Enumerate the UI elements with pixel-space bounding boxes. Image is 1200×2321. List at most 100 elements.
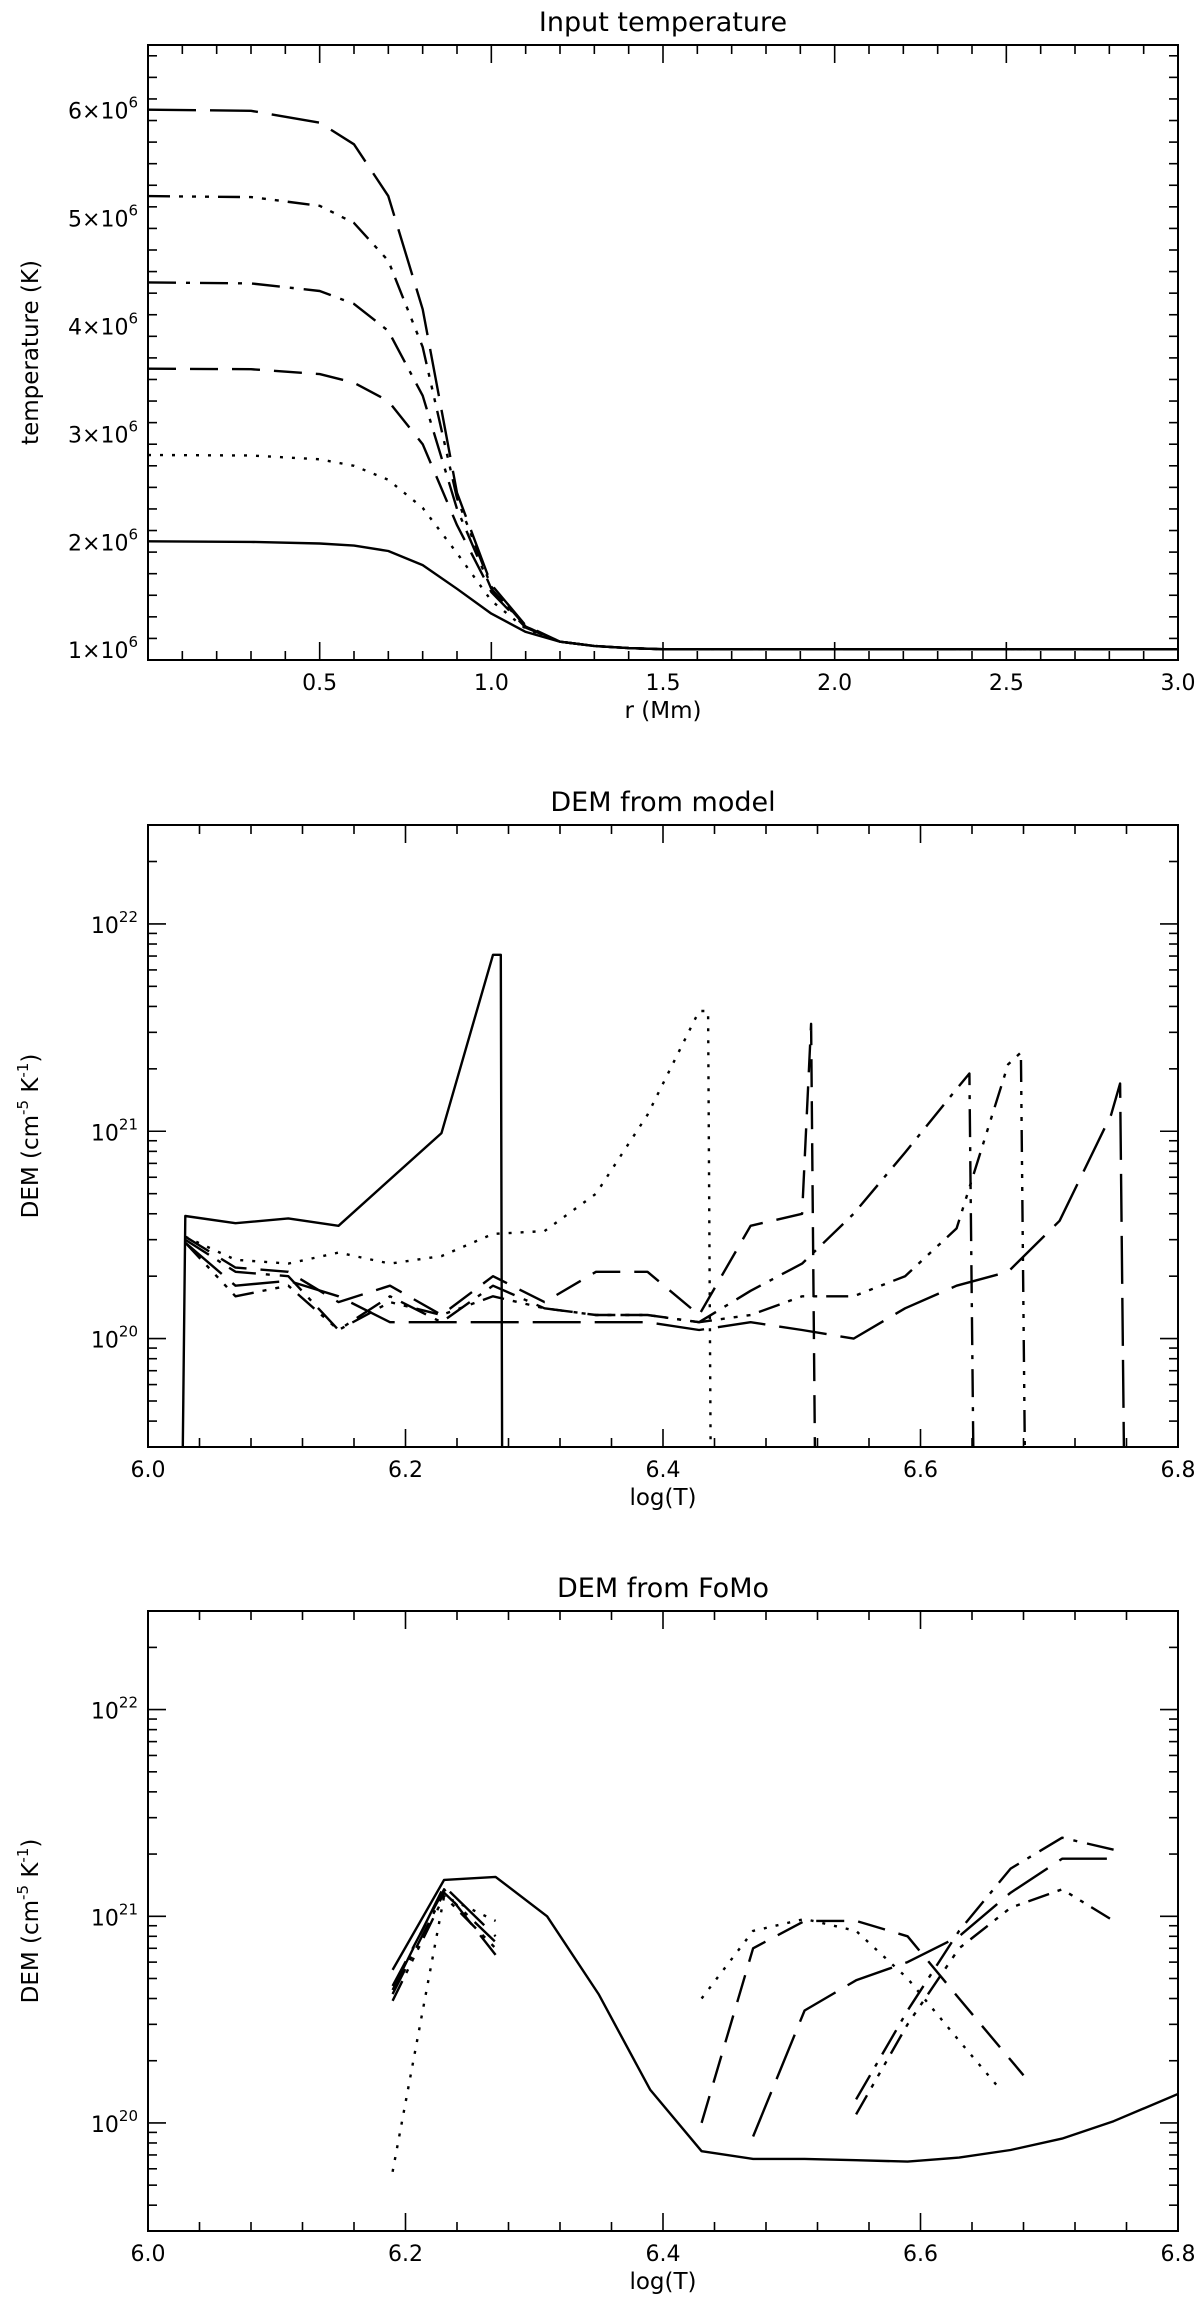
- y-tick-mantissa: 3×10: [68, 423, 128, 448]
- series-line-6: [391, 1884, 497, 1991]
- y-tick-exponent: 6: [128, 525, 138, 543]
- y-tick-mantissa: 10: [91, 2113, 119, 2138]
- x-tick-label: 6.8: [1161, 1458, 1196, 1483]
- series-line-1: [148, 540, 1178, 651]
- y-axis-label: DEM (cm-5 K-1): [14, 1054, 44, 1219]
- x-tick-label: 6.0: [131, 2242, 166, 2267]
- y-tick-label: 1022: [91, 1694, 138, 1725]
- y-tick-label: 2×106: [68, 525, 138, 556]
- series-line-5: [391, 1894, 497, 2002]
- y-tick-mantissa: 10: [91, 1700, 119, 1725]
- y-tick-mantissa: 5×10: [68, 208, 128, 233]
- series-line-5-segment-2: [855, 1888, 1115, 2115]
- y-tick-exponent: 6: [128, 633, 138, 651]
- series-line-3-segment-2: [700, 1919, 1025, 2124]
- series-line-6: [184, 1082, 1126, 1447]
- y-tick-exponent: 21: [119, 1115, 138, 1133]
- y-tick-mantissa: 10: [91, 1906, 119, 1931]
- y-tick-exponent: 22: [119, 908, 138, 926]
- y-axis-label: temperature (K): [18, 260, 44, 445]
- chart-title: DEM from FoMo: [557, 1573, 769, 1604]
- y-tick-label: 6×106: [68, 94, 138, 125]
- y-tick-mantissa: 4×10: [68, 316, 128, 341]
- y-axis-label-exp2: -1: [14, 1848, 32, 1863]
- y-tick-exponent: 20: [119, 1323, 138, 1341]
- y-tick-exponent: 6: [128, 94, 138, 112]
- y-axis-label-exp2: -1: [14, 1063, 32, 1078]
- series-line-1: [391, 1875, 1178, 2163]
- series-line-1: [181, 953, 504, 1447]
- x-axis-label: log(T): [629, 2269, 696, 2295]
- x-tick-label: 6.6: [903, 2242, 938, 2267]
- plot-frame: [147, 1610, 1179, 2232]
- series-line-4: [391, 1891, 497, 1995]
- y-tick-exponent: 6: [128, 417, 138, 435]
- y-tick-mantissa: 2×10: [68, 531, 128, 556]
- y-tick-mantissa: 10: [91, 1121, 119, 1146]
- series-line-6-segment-2: [751, 1857, 1114, 2137]
- x-axis-label: r (Mm): [625, 698, 702, 724]
- y-tick-label: 1020: [91, 1323, 138, 1354]
- y-tick-mantissa: 1×10: [68, 639, 128, 664]
- series-line-2: [391, 1894, 497, 2173]
- y-tick-label: 1020: [91, 2107, 138, 2138]
- x-tick-label: 6.6: [903, 1458, 938, 1483]
- series-line-2: [184, 1009, 712, 1447]
- x-tick-label: 2.5: [989, 671, 1024, 696]
- y-axis-label-end: ): [18, 1839, 44, 1848]
- x-axis-label: log(T): [629, 1485, 696, 1511]
- y-tick-mantissa: 10: [91, 1329, 119, 1354]
- y-tick-label: 1021: [91, 1115, 138, 1146]
- series-line-2: [148, 453, 1178, 651]
- x-tick-label: 6.8: [1161, 2242, 1196, 2267]
- series-line-3: [148, 367, 1178, 651]
- plot-frame: [147, 44, 1179, 661]
- x-tick-label: 6.2: [388, 2242, 423, 2267]
- x-tick-label: 2.0: [817, 671, 852, 696]
- y-tick-exponent: 6: [128, 310, 138, 328]
- series-line-2-segment-2: [700, 1917, 999, 2088]
- y-tick-exponent: 20: [119, 2107, 138, 2125]
- x-tick-label: 0.5: [302, 671, 337, 696]
- y-tick-label: 5×106: [68, 202, 138, 233]
- series-line-5: [184, 1051, 1026, 1447]
- y-axis-label-end: ): [18, 1054, 44, 1063]
- series-line-4: [184, 1072, 975, 1447]
- series-line-4-segment-2: [855, 1836, 1114, 2101]
- x-tick-label: 6.0: [131, 1458, 166, 1483]
- series-line-5: [148, 194, 1178, 651]
- chart-title: Input temperature: [539, 7, 787, 38]
- y-tick-label: 1022: [91, 908, 138, 939]
- y-axis-label-exp1: -5: [14, 1885, 32, 1900]
- chart-title: DEM from model: [550, 787, 775, 818]
- x-tick-label: 6.4: [646, 2242, 681, 2267]
- series-line-3: [391, 1888, 497, 1987]
- x-tick-label: 1.0: [474, 671, 509, 696]
- y-tick-mantissa: 6×10: [68, 100, 128, 125]
- series-line-3: [184, 1022, 817, 1447]
- y-axis-label-exp1: -5: [14, 1100, 32, 1115]
- y-axis-label-main: DEM (cm: [18, 1115, 44, 1218]
- series-line-4: [148, 281, 1178, 651]
- y-tick-exponent: 21: [119, 1900, 138, 1918]
- series-line-6: [148, 108, 1178, 651]
- x-tick-label: 1.5: [646, 671, 681, 696]
- y-tick-exponent: 6: [128, 202, 138, 220]
- y-tick-label: 4×106: [68, 310, 138, 341]
- y-tick-label: 1021: [91, 1900, 138, 1931]
- y-axis-label-main: DEM (cm: [18, 1900, 44, 2003]
- y-axis-label: DEM (cm-5 K-1): [14, 1839, 44, 2004]
- y-tick-label: 3×106: [68, 417, 138, 448]
- y-tick-mantissa: 10: [91, 914, 119, 939]
- y-tick-label: 1×106: [68, 633, 138, 664]
- x-tick-label: 6.4: [646, 1458, 681, 1483]
- x-tick-label: 6.2: [388, 1458, 423, 1483]
- y-axis-label-mid: K: [18, 1862, 44, 1885]
- plot-frame: [147, 824, 1179, 1448]
- x-tick-label: 3.0: [1161, 671, 1196, 696]
- y-axis-label-mid: K: [18, 1077, 44, 1100]
